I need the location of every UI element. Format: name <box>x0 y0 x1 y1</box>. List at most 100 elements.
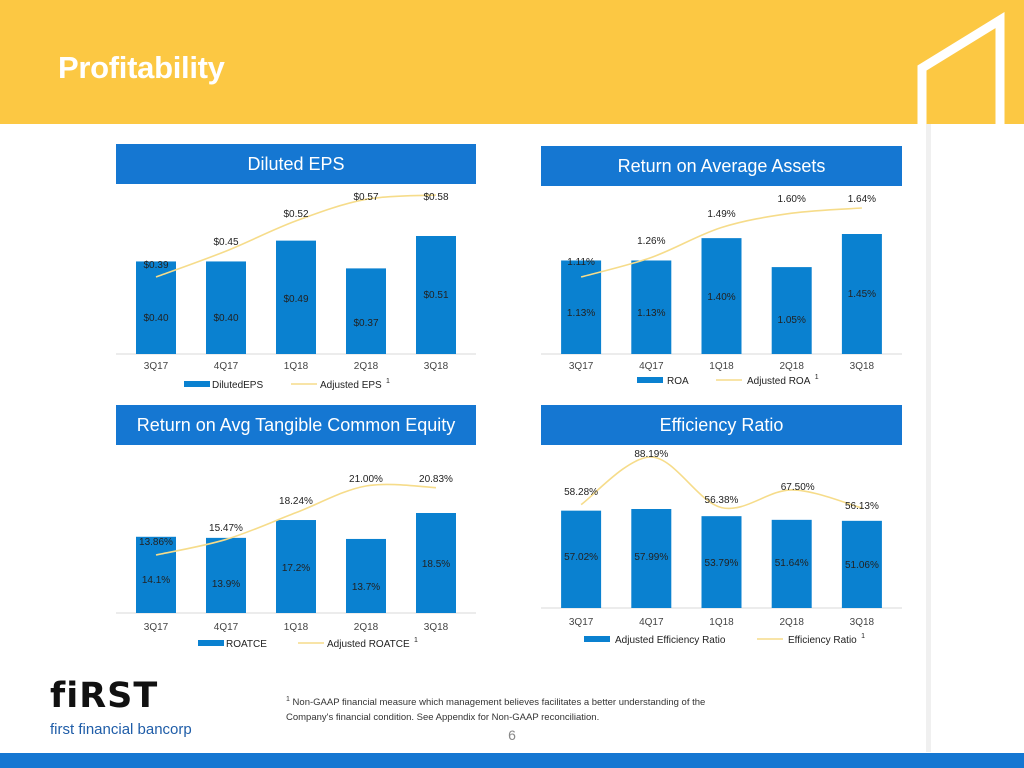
bar-label: 18.5% <box>422 559 450 570</box>
bar-3q17 <box>561 260 602 354</box>
category-label: 3Q18 <box>850 617 875 628</box>
bar-label: 53.79% <box>705 558 739 569</box>
page-title: Profitability <box>58 50 225 85</box>
bar-label: $0.49 <box>283 294 308 305</box>
line-label: $0.52 <box>283 209 308 220</box>
bar-label: 51.06% <box>845 560 879 571</box>
category-label: 3Q18 <box>424 622 449 633</box>
series-line-efficiency-ratio <box>580 456 863 510</box>
bar-3q17 <box>136 261 176 354</box>
bar-label: 13.7% <box>352 582 380 593</box>
line-label: $0.39 <box>143 260 168 271</box>
chart-diluted-eps: $0.40 $0.40 $0.49 $0.37 $0.51 $0.39 $0.45 $0.52… <box>116 192 476 391</box>
bar-label: 1.45% <box>848 289 876 300</box>
legend-bar-swatch <box>184 381 210 387</box>
category-label: 4Q17 <box>639 617 664 628</box>
line-label: $0.58 <box>423 192 448 203</box>
line-label: $0.57 <box>353 192 378 203</box>
bar-label: 17.2% <box>282 563 310 574</box>
legend-label: Efficiency Ratio <box>788 635 857 646</box>
line-label: $0.45 <box>213 237 238 248</box>
bar-4q17 <box>206 537 246 613</box>
line-label: 20.83% <box>419 474 453 485</box>
chart-roaa: 1.13% 1.13% 1.40% 1.05% 1.45% 1.11% 1.26% 1.49%… <box>541 194 902 387</box>
line-label: 1.64% <box>848 194 876 205</box>
legend-label: Adjusted Efficiency Ratio <box>615 635 726 646</box>
bar-3q18 <box>841 234 882 354</box>
legend-label: Adjusted ROATCE <box>327 639 410 650</box>
bar-label: $0.37 <box>353 318 378 329</box>
panel-title-roatce: Return on Avg Tangible Common Equity <box>116 405 476 445</box>
line-label: 15.47% <box>209 523 243 534</box>
category-label: 3Q17 <box>569 361 594 372</box>
category-label: 4Q17 <box>214 361 239 372</box>
line-label: 1.26% <box>637 236 665 247</box>
legend-label: DilutedEPS <box>212 380 263 391</box>
side-frame <box>926 124 931 752</box>
bar-2q18 <box>771 267 812 354</box>
category-label: 2Q18 <box>779 361 804 372</box>
category-label: 1Q18 <box>709 361 734 372</box>
chart-efficiency: 57.02% 57.99% 53.79% 51.64% 51.06% 58.28% 88.1… <box>541 449 902 646</box>
bar-2q18 <box>771 519 812 608</box>
series-line-adjusted-eps <box>155 194 437 278</box>
line-label: 1.60% <box>778 194 806 205</box>
panel-title-efficiency: Efficiency Ratio <box>541 405 902 445</box>
bar-1q18 <box>276 240 316 354</box>
bar-label: 1.40% <box>707 292 735 303</box>
bar-3q17 <box>136 536 176 613</box>
bar-label: 57.99% <box>634 552 668 563</box>
legend-superscript: 1 <box>815 374 819 381</box>
bar-label: 14.1% <box>142 575 170 586</box>
category-label: 1Q18 <box>284 622 309 633</box>
bar-3q18 <box>841 520 882 608</box>
category-label: 1Q18 <box>709 617 734 628</box>
bar-3q17 <box>561 510 602 608</box>
bar-1q18 <box>276 520 316 613</box>
legend-superscript: 1 <box>861 633 865 640</box>
category-label: 2Q18 <box>779 617 804 628</box>
category-label: 4Q17 <box>639 361 664 372</box>
legend-label: ROA <box>667 376 689 387</box>
line-label: 56.38% <box>705 495 739 506</box>
legend-superscript: 1 <box>386 378 390 385</box>
line-label: 67.50% <box>781 482 815 493</box>
bar-label: 1.13% <box>567 308 595 319</box>
bar-1q18 <box>701 238 742 354</box>
bar-label: $0.40 <box>143 313 168 324</box>
legend-bar-swatch <box>584 636 610 642</box>
bar-4q17 <box>631 509 672 608</box>
category-label: 3Q18 <box>850 361 875 372</box>
line-label: 56.13% <box>845 501 879 512</box>
building-outline-graphic <box>917 11 1005 124</box>
bar-label: 1.13% <box>637 308 665 319</box>
bar-3q18 <box>416 236 456 354</box>
panel-title-roaa: Return on Average Assets <box>541 146 902 186</box>
series-line-adjusted-roatce <box>155 483 437 556</box>
footnote-line-2: Company's financial condition. See Appen… <box>286 712 600 724</box>
line-label: 1.49% <box>707 209 735 220</box>
bar-label: 13.9% <box>212 579 240 590</box>
line-label: 1.11% <box>567 257 595 268</box>
category-label: 1Q18 <box>284 361 309 372</box>
company-logo: fiRST <box>50 676 159 716</box>
footnote: 1 Non-GAAP financial measure which manag… <box>286 692 756 725</box>
legend-bar-swatch <box>198 640 224 646</box>
legend-label: Adjusted ROA <box>747 376 811 387</box>
bar-3q18 <box>416 513 456 613</box>
company-name: first financial bancorp <box>50 721 192 738</box>
footnote-marker: 1 <box>286 696 290 703</box>
header-band <box>0 0 1024 124</box>
bar-4q17 <box>631 260 672 354</box>
bar-label: 57.02% <box>564 552 598 563</box>
category-label: 3Q17 <box>144 361 169 372</box>
bar-label: 51.64% <box>775 558 809 569</box>
bar-2q18 <box>346 268 386 354</box>
series-line-adjusted-roa <box>580 207 862 278</box>
bar-4q17 <box>206 261 246 354</box>
legend-superscript: 1 <box>414 637 418 644</box>
category-label: 3Q17 <box>569 617 594 628</box>
bar-label: $0.51 <box>423 290 448 301</box>
category-label: 2Q18 <box>354 622 379 633</box>
category-label: 3Q17 <box>144 622 169 633</box>
